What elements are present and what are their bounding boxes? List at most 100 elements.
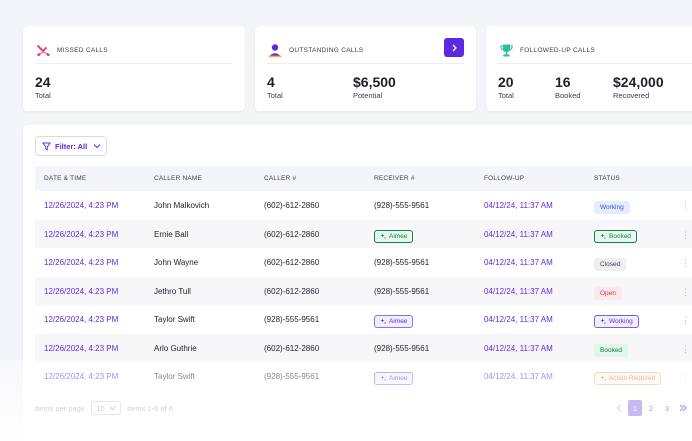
followed-recovered-metric: $24,000 Recovered (613, 74, 664, 101)
row-follow-up[interactable]: 04/12/24, 11:37 AM (484, 229, 553, 239)
row-caller-number: (602)-612-2860 (264, 286, 320, 296)
outstanding-potential-value: $6,500 (353, 74, 396, 90)
items-range: Items 1-6 of 6 (127, 403, 173, 413)
status-badge: Working (594, 315, 639, 328)
row-receiver-number: (928)-555-9561 (374, 286, 430, 296)
row-menu-icon[interactable]: ⋮ (681, 372, 690, 382)
row-date[interactable]: 12/26/2024, 4:23 PM (44, 201, 119, 210)
followed-total-label: Total (498, 91, 514, 100)
table-row[interactable]: 12/26/2024, 4:23 PM John Wayne (602)-612-2… (35, 248, 692, 276)
row-menu-icon[interactable]: ⋮ (681, 315, 690, 325)
table-row[interactable]: 12/26/2024, 4:23 PM John Malkovich (602)-6… (35, 191, 692, 219)
row-date[interactable]: 12/26/2024, 4:23 PM (44, 286, 119, 296)
status-label: Working (600, 204, 624, 211)
row-menu-icon[interactable]: ⋮ (681, 201, 690, 211)
status-badge: Closed (594, 258, 627, 271)
followed-up-calls-header: FOLLOWED-UP CALLS (498, 38, 692, 64)
table-row[interactable]: 12/26/2024, 4:23 PM Arlo Guthrie (602)-612… (35, 333, 692, 362)
status-badge: Booked (594, 229, 638, 243)
sparkle-icon (380, 375, 387, 382)
row-receiver-number: (928)-555-9561 (374, 201, 430, 210)
receiver-agent-name: Aimee (389, 375, 408, 382)
row-caller-name: Taylor Swift (154, 315, 195, 324)
row-follow-up[interactable]: 04/12/24, 11:37 AM (484, 315, 553, 324)
outstanding-total-value: 4 (267, 74, 275, 90)
column-header-status[interactable]: STATUS (594, 175, 620, 182)
column-header-caller-number[interactable]: CALLER # (264, 175, 297, 182)
missed-total-metric: 24 Total (35, 74, 51, 101)
outstanding-open-button[interactable] (444, 38, 464, 57)
receiver-agent-name: Aimee (389, 318, 408, 325)
sparkle-icon (600, 318, 607, 325)
row-menu-icon[interactable]: ⋮ (681, 229, 690, 240)
followed-total-metric: 20 Total (498, 74, 514, 101)
outstanding-potential-label: Potential (353, 91, 383, 100)
pagination: 1 2 3 (612, 400, 690, 416)
row-caller-number: (928)-555-9561 (264, 372, 320, 381)
table-row[interactable]: 12/26/2024, 4:23 PM Taylor Swift (928)-555… (35, 362, 692, 390)
outstanding-potential-metric: $6,500 Potential (353, 74, 396, 101)
followed-up-calls-card: FOLLOWED-UP CALLS 20 Total 16 Booked $24… (486, 26, 692, 111)
row-menu-icon[interactable]: ⋮ (681, 286, 690, 297)
outstanding-calls-header: OUTSTANDING CALLS (267, 38, 464, 64)
status-label: Booked (600, 346, 623, 354)
items-per-page-select[interactable]: 10 (91, 401, 122, 415)
row-menu-icon[interactable]: ⋮ (681, 258, 690, 268)
row-caller-number: (602)-612-2860 (264, 229, 320, 239)
row-menu-icon[interactable]: ⋮ (681, 343, 690, 354)
outstanding-total-metric: 4 Total (267, 74, 283, 101)
row-follow-up[interactable]: 04/12/24, 11:37 AM (484, 286, 553, 296)
row-follow-up[interactable]: 04/12/24, 11:37 AM (484, 201, 553, 210)
column-header-caller-name[interactable]: CALLER NAME (154, 175, 203, 182)
column-header-date[interactable]: DATE & TIME (44, 175, 87, 182)
table-row[interactable]: 12/26/2024, 4:23 PM Jethro Tull (602)-612-… (35, 276, 692, 305)
chevron-right-icon (452, 44, 457, 51)
page-button-3[interactable]: 3 (664, 403, 670, 413)
followed-total-value: 20 (498, 74, 514, 90)
followed-booked-metric: 16 Booked (555, 74, 580, 101)
chevron-left-icon (616, 404, 621, 412)
status-label: Working (609, 318, 633, 325)
outstanding-calls-card: OUTSTANDING CALLS 4 Total $6,500 Potenti… (255, 26, 476, 111)
page-button-2[interactable]: 2 (648, 403, 654, 413)
status-label: Open (600, 289, 616, 297)
phone-missed-icon (35, 43, 51, 59)
row-date[interactable]: 12/26/2024, 4:23 PM (44, 315, 119, 324)
row-caller-name: John Wayne (154, 258, 199, 267)
filter-label: Filter: All (55, 141, 88, 151)
missed-total-value: 24 (35, 74, 51, 90)
missed-calls-card: MISSED CALLS 24 Total (23, 26, 245, 111)
next-page-button[interactable] (676, 400, 690, 416)
chevron-down-icon (93, 144, 101, 149)
row-date[interactable]: 12/26/2024, 4:23 PM (44, 343, 119, 353)
outstanding-calls-title: OUTSTANDING CALLS (289, 47, 364, 54)
column-header-receiver-number[interactable]: RECEIVER # (374, 175, 415, 182)
table-row[interactable]: 12/26/2024, 4:23 PM Ernie Ball (602)-612-2… (35, 219, 692, 248)
receiver-agent-badge: Aimee (374, 315, 414, 328)
row-date[interactable]: 12/26/2024, 4:23 PM (44, 258, 119, 267)
column-header-follow-up[interactable]: FOLLOW-UP (484, 175, 525, 182)
row-receiver-number: (928)-555-9561 (374, 258, 430, 267)
page-button-1[interactable]: 1 (628, 400, 642, 416)
row-caller-name: Jethro Tull (154, 286, 191, 296)
chevron-down-icon (109, 406, 116, 411)
missed-total-label: Total (35, 91, 51, 100)
row-follow-up[interactable]: 04/12/24, 11:37 AM (484, 343, 553, 353)
followed-recovered-value: $24,000 (613, 74, 664, 90)
row-receiver-number: (928)-555-9561 (374, 343, 430, 353)
table-row[interactable]: 12/26/2024, 4:23 PM Taylor Swift (928)-555… (35, 305, 692, 333)
status-badge: Booked (594, 343, 629, 357)
row-caller-number: (602)-612-2860 (264, 258, 320, 267)
status-label: Action Required (609, 375, 656, 382)
row-date[interactable]: 12/26/2024, 4:23 PM (44, 372, 119, 381)
followed-booked-value: 16 (555, 74, 571, 90)
filter-dropdown[interactable]: Filter: All (35, 136, 107, 156)
table-header: DATE & TIME CALLER NAME CALLER # RECEIVE… (35, 166, 692, 191)
row-follow-up[interactable]: 04/12/24, 11:37 AM (484, 258, 553, 267)
row-follow-up[interactable]: 04/12/24, 11:37 AM (484, 372, 553, 381)
sparkle-icon (600, 375, 607, 382)
status-label: Booked (609, 232, 632, 240)
prev-page-button[interactable] (612, 400, 626, 416)
row-date[interactable]: 12/26/2024, 4:23 PM (44, 229, 119, 239)
row-caller-name: Taylor Swift (154, 372, 195, 381)
